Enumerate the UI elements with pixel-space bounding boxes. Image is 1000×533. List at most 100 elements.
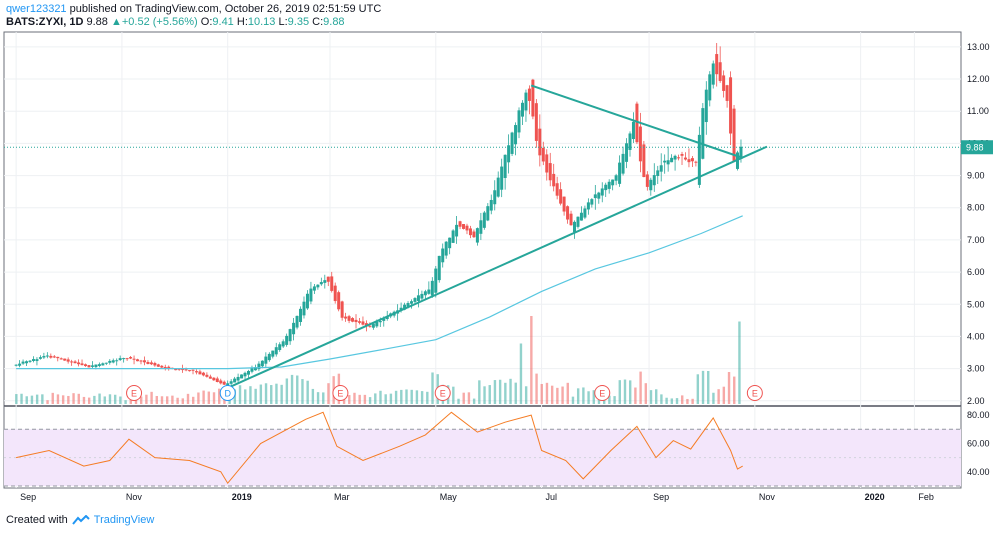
volume-bar: [353, 392, 356, 404]
volume-bar: [415, 390, 419, 404]
candle-body: [573, 221, 577, 233]
earnings-marker[interactable]: E: [332, 385, 349, 401]
volume-bar: [192, 396, 195, 404]
earnings-marker[interactable]: E: [746, 385, 763, 401]
earnings-marker[interactable]: E: [434, 385, 451, 401]
candle-body: [715, 54, 719, 75]
volume-bar: [160, 396, 164, 404]
price-chart[interactable]: Sep Nov 2019 Mar May Jul Sep Nov 2020 Feb 13.00 12.…: [0, 0, 1000, 510]
volume-bar: [72, 393, 75, 404]
candle-body: [416, 295, 420, 301]
candle-body: [503, 154, 507, 178]
volume-bar: [155, 395, 158, 404]
candle-body: [319, 282, 323, 285]
candle-body: [73, 361, 77, 364]
candle-body: [77, 362, 81, 365]
volume-bar: [35, 394, 39, 404]
volume-bar: [82, 396, 86, 404]
earnings-marker[interactable]: E: [594, 385, 611, 401]
volume-bar: [592, 390, 595, 404]
volume-bar: [67, 395, 70, 404]
candle-body: [84, 364, 88, 367]
volume-bar: [244, 389, 247, 404]
marker-circle: [219, 385, 236, 401]
candle-body: [188, 370, 192, 372]
volume-bar: [124, 400, 127, 404]
candle-body: [142, 360, 146, 363]
candle-body: [364, 323, 368, 327]
candle-body: [80, 363, 84, 366]
volume-bar: [327, 383, 330, 404]
volume-bar: [296, 375, 299, 404]
candle-body: [569, 213, 573, 226]
candle-body: [711, 63, 715, 85]
candle-body: [340, 301, 344, 318]
volume-bar: [275, 383, 278, 404]
candle-body: [382, 318, 386, 321]
candle-body: [38, 357, 42, 359]
candle-body: [462, 224, 466, 229]
candle-body: [500, 166, 504, 190]
candle-body: [697, 134, 701, 185]
volume-bar: [457, 398, 460, 404]
candle-body: [631, 121, 635, 140]
candle-body: [111, 360, 115, 363]
candle-body: [708, 74, 712, 101]
volume-bar: [264, 383, 268, 404]
volume-bar: [290, 374, 294, 404]
volume-series: [15, 316, 741, 404]
marker-label: E: [337, 389, 343, 399]
candle-body: [517, 110, 521, 133]
symbol-name[interactable]: BATS:ZYXI, 1D: [6, 16, 84, 28]
candle-body: [198, 371, 202, 375]
dividend-marker[interactable]: D: [219, 385, 236, 401]
y-tick-label: 5.00: [967, 299, 985, 309]
candle-body: [590, 199, 594, 205]
candle-body: [694, 161, 698, 163]
candle-body: [673, 155, 677, 160]
candle-body: [486, 206, 490, 221]
volume-bar: [561, 386, 564, 404]
volume-bar: [212, 392, 216, 404]
candle-body: [687, 159, 691, 163]
volume-bar: [150, 391, 153, 404]
x-tick-label: May: [440, 492, 458, 502]
volume-bar: [493, 380, 497, 404]
volume-bar: [712, 392, 715, 404]
candle-body: [278, 344, 282, 351]
candle-body: [656, 170, 660, 176]
candle-body: [576, 216, 580, 227]
candle-body: [489, 199, 493, 211]
candle-body: [448, 237, 452, 249]
candle-body: [94, 364, 98, 368]
candle-body: [139, 360, 143, 362]
candle-body: [690, 158, 694, 162]
candle-body: [174, 368, 178, 371]
volume-bar: [98, 393, 101, 404]
volume-bar: [431, 372, 434, 404]
volume-bar: [171, 395, 174, 404]
candle-body: [337, 292, 341, 310]
candle-body: [229, 381, 233, 384]
volume-bar: [15, 394, 18, 404]
marker-label: D: [224, 389, 231, 399]
candle-body: [583, 208, 587, 218]
volume-bar: [280, 384, 283, 404]
y-tick-label: 9.00: [967, 171, 985, 181]
candle-body: [351, 318, 355, 322]
candle-body: [385, 316, 389, 320]
candle-body: [368, 325, 372, 327]
candle-body: [597, 192, 601, 199]
author-link[interactable]: qwer123321: [6, 3, 67, 15]
candle-body: [316, 284, 320, 288]
candle-body: [108, 360, 112, 363]
high-value: 10.13: [247, 16, 276, 28]
candle-body: [299, 308, 303, 322]
candle-body: [468, 228, 472, 236]
candle-body: [677, 157, 681, 159]
earnings-marker[interactable]: E: [126, 385, 143, 401]
tradingview-brand-link[interactable]: TradingView: [93, 514, 155, 526]
candle-body: [423, 291, 427, 296]
volume-bar: [207, 391, 211, 404]
volume-bar: [707, 371, 710, 404]
